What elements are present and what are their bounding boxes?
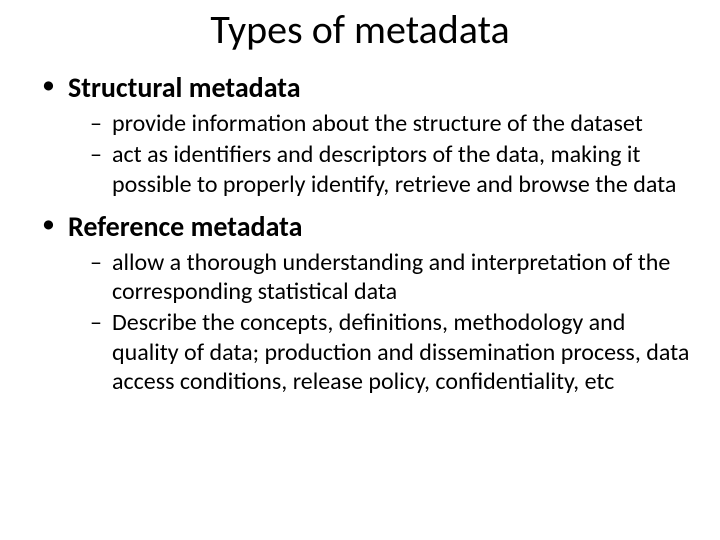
sub-bullet: provide information about the structure … bbox=[90, 109, 690, 138]
bullet-label: Structural metadata bbox=[68, 70, 690, 105]
slide: Types of metadata Structural metadata pr… bbox=[0, 0, 720, 540]
bullet-reference: Reference metadata allow a thorough unde… bbox=[40, 209, 690, 396]
bullet-structural: Structural metadata provide information … bbox=[40, 70, 690, 199]
slide-title: Types of metadata bbox=[30, 8, 690, 52]
sub-list: provide information about the structure … bbox=[68, 109, 690, 199]
bullet-label: Reference metadata bbox=[68, 209, 690, 244]
sub-list: allow a thorough understanding and inter… bbox=[68, 248, 690, 396]
sub-bullet: act as identifiers and descriptors of th… bbox=[90, 140, 690, 199]
sub-bullet: Describe the concepts, definitions, meth… bbox=[90, 308, 690, 396]
bullet-list: Structural metadata provide information … bbox=[30, 70, 690, 396]
sub-bullet: allow a thorough understanding and inter… bbox=[90, 248, 690, 307]
